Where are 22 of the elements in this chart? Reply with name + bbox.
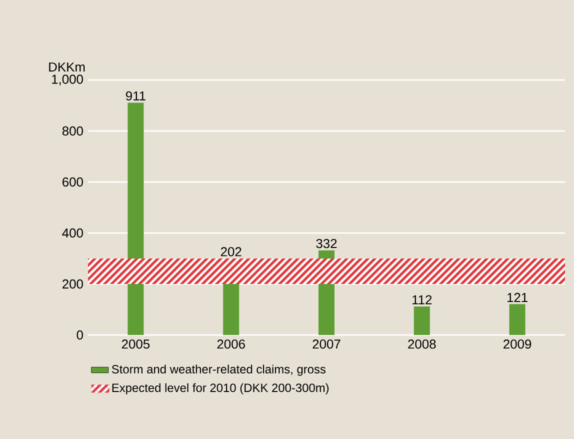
data-label: 112	[412, 295, 432, 304]
data-label: 202	[220, 247, 242, 256]
x-tick-label: 2009	[504, 340, 532, 349]
y-tick-label: 600	[62, 177, 83, 187]
data-label: 332	[316, 238, 337, 248]
legend-label: Storm and weather-related claims, gross	[112, 364, 326, 376]
y-tick-label: 0	[76, 330, 83, 340]
data-label: 121	[507, 292, 528, 302]
bar	[223, 283, 240, 335]
legend-label: Expected level for 2010 (DKK 200-300m)	[112, 383, 329, 394]
bar	[414, 306, 430, 335]
x-tick-label: 2008	[408, 340, 436, 349]
y-tick-label: 1,000	[52, 74, 83, 86]
y-tick-label: 400	[62, 228, 83, 238]
x-tick-label: 2007	[312, 340, 340, 349]
data-label: 911	[126, 91, 146, 100]
bar	[509, 304, 526, 335]
y-tick-label: 800	[62, 126, 83, 136]
x-tick-label: 2005	[122, 340, 150, 349]
y-tick-label: 200	[62, 279, 83, 289]
y-axis-title: DKKm	[49, 62, 85, 72]
x-tick-label: 2006	[217, 340, 245, 349]
